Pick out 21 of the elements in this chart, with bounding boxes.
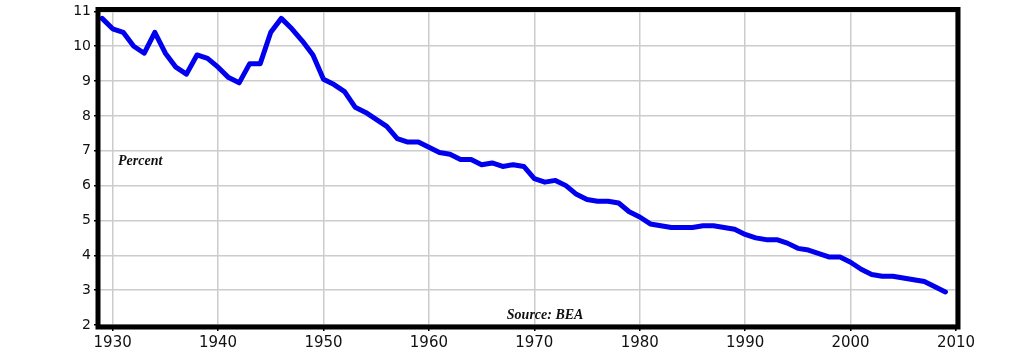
y-tick-label: 4 [82,245,92,262]
x-tick-label: 2010 [936,332,976,351]
y-tick-label: 10 [73,36,91,53]
annotation: Source: BEA [506,306,584,322]
y-tick-label: 7 [82,141,91,158]
y-tick-label: 11 [73,2,91,19]
x-tick-label: 1980 [620,332,659,351]
x-tick-label: 1990 [726,332,765,351]
x-tick-label: 2000 [831,332,870,351]
y-tick-label: 3 [82,280,91,297]
y-axis-title: Percent [118,152,164,168]
y-tick-label: 9 [82,71,91,88]
y-tick-label: 6 [82,176,92,193]
y-tick-label: 8 [82,106,91,123]
x-tick-label: 1940 [198,332,238,351]
x-tick-label: 1930 [93,332,132,351]
y-tick-label: 5 [82,211,91,228]
x-tick-label: 1960 [409,332,448,351]
x-tick-label: 1970 [515,332,554,351]
x-tick-label: 1950 [304,332,343,351]
y-tick-label: 2 [82,315,91,332]
